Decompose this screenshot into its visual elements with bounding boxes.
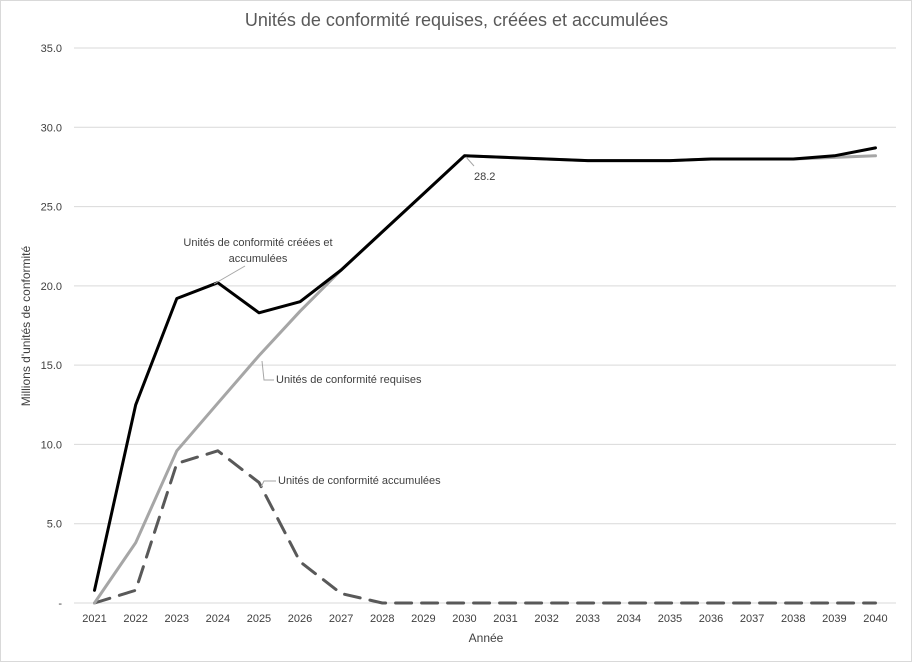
series-line-1 xyxy=(93,146,877,592)
x-tick-label: 2035 xyxy=(658,613,682,625)
y-tick-label: 5.0 xyxy=(47,519,62,531)
gridlines xyxy=(74,47,896,604)
x-tick-label: 2025 xyxy=(247,613,271,625)
series-annotation: accumulées xyxy=(229,253,288,265)
x-tick-label: 2021 xyxy=(82,613,106,625)
x-tick-label: 2022 xyxy=(123,613,147,625)
y-tick-label: 30.0 xyxy=(41,122,62,134)
x-tick-label: 2024 xyxy=(206,613,230,625)
x-tick-label: 2023 xyxy=(165,613,189,625)
annotations: Unités de conformité créées et accumulées… xyxy=(183,156,495,488)
x-tick-label: 2028 xyxy=(370,613,394,625)
data-label: 28.2 xyxy=(474,171,495,183)
series-lines xyxy=(93,146,877,605)
series-annotation: Unités de conformité accumulées xyxy=(278,475,441,487)
series-annotation: Unités de conformité requises xyxy=(276,374,422,386)
annotation-leader-line xyxy=(261,360,274,381)
annotation-leader-line xyxy=(213,265,246,285)
x-tick-label: 2030 xyxy=(452,613,476,625)
series-annotation: Unités de conformité créées et xyxy=(183,237,332,249)
y-tick-label: 15.0 xyxy=(41,360,62,372)
x-tick-label: 2040 xyxy=(863,613,887,625)
x-tick-label: 2029 xyxy=(411,613,435,625)
x-axis-ticks: 2021 2022 2023 2024 2025 2026 2027 2028 2029 2030… xyxy=(82,613,887,625)
series-line-3 xyxy=(93,449,877,605)
x-tick-label: 2027 xyxy=(329,613,353,625)
annotation-leader-line xyxy=(465,156,475,167)
x-tick-label: 2026 xyxy=(288,613,312,625)
x-tick-label: 2039 xyxy=(822,613,846,625)
y-tick-label: 10.0 xyxy=(41,439,62,451)
x-tick-label: 2033 xyxy=(576,613,600,625)
x-tick-label: 2031 xyxy=(493,613,517,625)
x-tick-label: 2037 xyxy=(740,613,764,625)
x-tick-label: 2036 xyxy=(699,613,723,625)
y-axis-ticks: - 5.0 10.0 15.0 20.0 25.0 30.0 35.0 xyxy=(41,43,63,610)
x-axis-title: Année xyxy=(469,631,504,645)
x-tick-label: 2038 xyxy=(781,613,805,625)
series-line-2 xyxy=(93,154,877,605)
x-tick-label: 2034 xyxy=(617,613,641,625)
y-tick-label: 25.0 xyxy=(41,202,62,214)
y-tick-label: - xyxy=(58,598,62,610)
chart-title: Unités de conformité requises, créées et… xyxy=(244,10,669,30)
x-tick-label: 2032 xyxy=(534,613,558,625)
y-axis-title: Millions d'unités de conformité xyxy=(19,245,33,406)
annotation-leader-line xyxy=(260,480,276,488)
y-tick-label: 35.0 xyxy=(41,43,62,55)
y-tick-label: 20.0 xyxy=(41,281,62,293)
